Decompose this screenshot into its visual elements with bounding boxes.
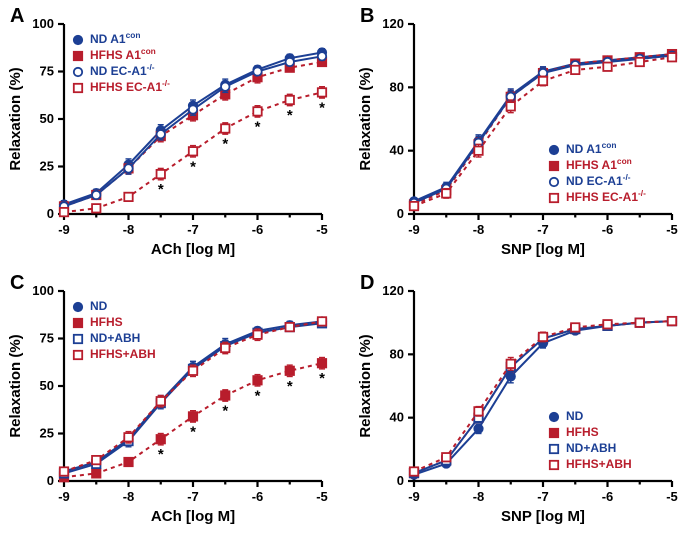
svg-text:*: * xyxy=(222,403,228,420)
svg-text:C: C xyxy=(10,272,24,294)
svg-text:-5: -5 xyxy=(666,222,678,237)
svg-text:HFHS A1con: HFHS A1con xyxy=(566,156,632,172)
svg-text:HFHS EC-A1-/-: HFHS EC-A1-/- xyxy=(90,78,170,94)
svg-text:-7: -7 xyxy=(187,489,199,504)
panel-d: -9 -8 -7 -6 -5 0 40 80 120 SNP [log M] Relaxation … xyxy=(350,267,700,534)
svg-text:-7: -7 xyxy=(537,489,549,504)
svg-text:B: B xyxy=(360,5,374,27)
svg-text:HFHS: HFHS xyxy=(90,315,123,329)
svg-text:*: * xyxy=(190,423,196,440)
svg-text:*: * xyxy=(287,378,293,395)
svg-text:40: 40 xyxy=(390,143,404,158)
svg-text:0: 0 xyxy=(47,473,54,488)
svg-text:SNP [log M]: SNP [log M] xyxy=(501,241,585,258)
svg-text:*: * xyxy=(158,446,164,463)
svg-text:0: 0 xyxy=(47,206,54,221)
svg-text:50: 50 xyxy=(40,111,54,126)
svg-text:120: 120 xyxy=(382,283,404,298)
svg-text:80: 80 xyxy=(390,346,404,361)
svg-text:120: 120 xyxy=(382,16,404,31)
svg-text:ND A1con: ND A1con xyxy=(566,140,616,156)
svg-text:-7: -7 xyxy=(187,222,199,237)
svg-text:25: 25 xyxy=(40,426,54,441)
svg-text:-6: -6 xyxy=(602,222,614,237)
svg-text:-5: -5 xyxy=(316,489,328,504)
svg-text:SNP [log M]: SNP [log M] xyxy=(501,508,585,525)
svg-text:-8: -8 xyxy=(123,222,135,237)
chart-grid: -9 -8 -7 -6 -5 0 25 50 75 100 ACh [log M] Relaxatio… xyxy=(0,0,700,534)
svg-text:0: 0 xyxy=(397,473,404,488)
svg-text:ND A1con: ND A1con xyxy=(90,30,140,46)
svg-text:25: 25 xyxy=(40,159,54,174)
svg-text:*: * xyxy=(158,181,164,198)
svg-text:-8: -8 xyxy=(473,222,485,237)
svg-text:-9: -9 xyxy=(408,222,420,237)
svg-text:40: 40 xyxy=(390,410,404,425)
svg-text:75: 75 xyxy=(40,64,54,79)
svg-text:-5: -5 xyxy=(316,222,328,237)
svg-text:*: * xyxy=(255,387,261,404)
svg-text:ND: ND xyxy=(90,299,108,313)
svg-text:ND EC-A1-/-: ND EC-A1-/- xyxy=(90,62,155,78)
svg-text:Relaxation (%): Relaxation (%) xyxy=(357,67,374,170)
panel-a: -9 -8 -7 -6 -5 0 25 50 75 100 ACh [log M] Relaxatio… xyxy=(0,0,350,267)
svg-text:*: * xyxy=(319,370,325,387)
svg-text:*: * xyxy=(255,118,261,135)
svg-text:ACh [log M]: ACh [log M] xyxy=(151,241,235,258)
panel-c: -9 -8 -7 -6 -5 0 25 50 75 100 ACh [log M] Relaxatio… xyxy=(0,267,350,534)
svg-text:*: * xyxy=(222,136,228,153)
svg-text:HFHS EC-A1-/-: HFHS EC-A1-/- xyxy=(566,188,646,204)
svg-text:ND: ND xyxy=(566,409,584,423)
svg-text:75: 75 xyxy=(40,331,54,346)
svg-text:-8: -8 xyxy=(123,489,135,504)
svg-text:Relaxation (%): Relaxation (%) xyxy=(357,334,374,437)
svg-text:*: * xyxy=(190,158,196,175)
svg-text:-8: -8 xyxy=(473,489,485,504)
svg-text:-7: -7 xyxy=(537,222,549,237)
svg-text:-9: -9 xyxy=(58,222,70,237)
svg-text:-6: -6 xyxy=(252,222,264,237)
svg-text:HFHS+ABH: HFHS+ABH xyxy=(566,457,632,471)
svg-text:-6: -6 xyxy=(602,489,614,504)
svg-text:ND EC-A1-/-: ND EC-A1-/- xyxy=(566,172,631,188)
svg-text:Relaxation (%): Relaxation (%) xyxy=(7,334,24,437)
svg-text:0: 0 xyxy=(397,206,404,221)
svg-text:ND+ABH: ND+ABH xyxy=(566,441,616,455)
svg-text:HFHS+ABH: HFHS+ABH xyxy=(90,347,156,361)
svg-text:80: 80 xyxy=(390,79,404,94)
svg-text:-5: -5 xyxy=(666,489,678,504)
svg-text:*: * xyxy=(319,99,325,116)
svg-text:-6: -6 xyxy=(252,489,264,504)
svg-text:ACh [log M]: ACh [log M] xyxy=(151,508,235,525)
svg-text:Relaxation (%): Relaxation (%) xyxy=(7,67,24,170)
svg-text:HFHS: HFHS xyxy=(566,425,599,439)
svg-text:*: * xyxy=(287,107,293,124)
svg-text:-9: -9 xyxy=(408,489,420,504)
svg-text:50: 50 xyxy=(40,378,54,393)
svg-text:100: 100 xyxy=(32,16,54,31)
svg-text:D: D xyxy=(360,272,374,294)
svg-text:100: 100 xyxy=(32,283,54,298)
svg-text:HFHS A1con: HFHS A1con xyxy=(90,46,156,62)
svg-text:A: A xyxy=(10,5,24,27)
svg-text:-9: -9 xyxy=(58,489,70,504)
panel-b: -9 -8 -7 -6 -5 0 40 80 120 SNP [log M] Relaxation … xyxy=(350,0,700,267)
svg-text:ND+ABH: ND+ABH xyxy=(90,331,140,345)
